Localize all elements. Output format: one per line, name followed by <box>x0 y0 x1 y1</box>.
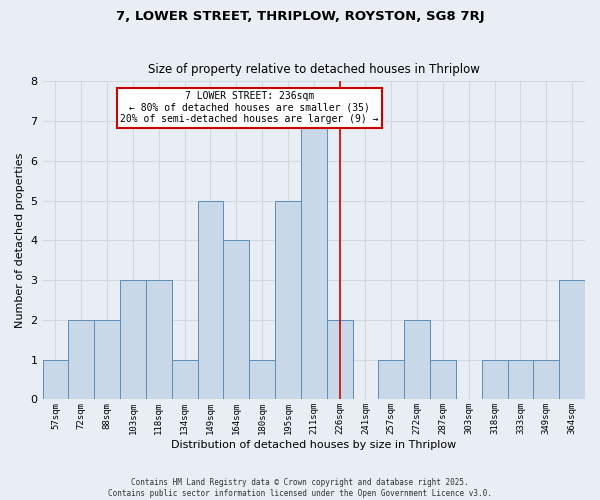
Text: Contains HM Land Registry data © Crown copyright and database right 2025.
Contai: Contains HM Land Registry data © Crown c… <box>108 478 492 498</box>
Bar <box>275 200 301 400</box>
Bar <box>68 320 94 400</box>
Bar <box>223 240 249 400</box>
Bar <box>326 320 353 400</box>
Bar <box>94 320 120 400</box>
Bar <box>43 360 68 400</box>
X-axis label: Distribution of detached houses by size in Thriplow: Distribution of detached houses by size … <box>171 440 457 450</box>
Bar <box>559 280 585 400</box>
Bar <box>508 360 533 400</box>
Title: Size of property relative to detached houses in Thriplow: Size of property relative to detached ho… <box>148 63 480 76</box>
Y-axis label: Number of detached properties: Number of detached properties <box>15 152 25 328</box>
Bar <box>172 360 197 400</box>
Bar <box>404 320 430 400</box>
Bar <box>482 360 508 400</box>
Bar <box>379 360 404 400</box>
Text: 7 LOWER STREET: 236sqm
← 80% of detached houses are smaller (35)
20% of semi-det: 7 LOWER STREET: 236sqm ← 80% of detached… <box>120 92 379 124</box>
Bar <box>146 280 172 400</box>
Bar <box>430 360 456 400</box>
Bar <box>197 200 223 400</box>
Bar <box>120 280 146 400</box>
Bar <box>301 121 326 400</box>
Bar <box>249 360 275 400</box>
Bar <box>533 360 559 400</box>
Text: 7, LOWER STREET, THRIPLOW, ROYSTON, SG8 7RJ: 7, LOWER STREET, THRIPLOW, ROYSTON, SG8 … <box>116 10 484 23</box>
